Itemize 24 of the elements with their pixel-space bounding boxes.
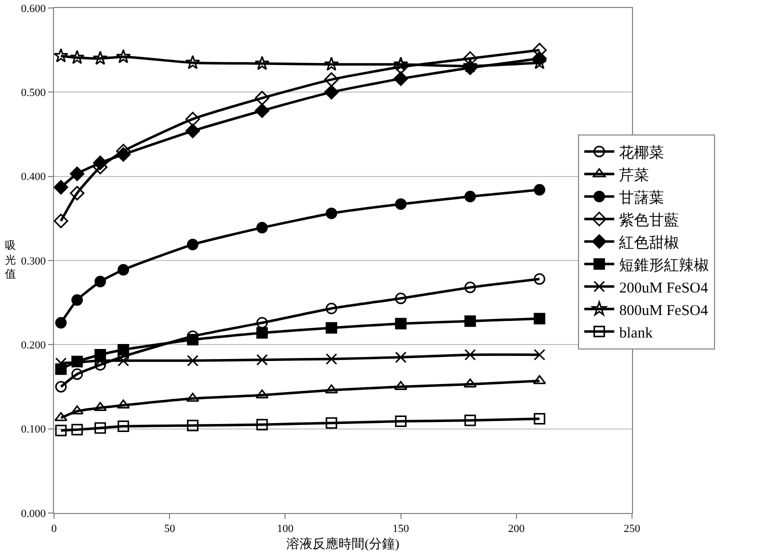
y-tick-label: 0.500 (21, 87, 46, 100)
legend-label: 短錐形紅辣椒 (619, 256, 710, 274)
legend-label: 芹菜 (619, 166, 650, 184)
y-tick-label: 0.600 (21, 2, 46, 15)
y-tick-label: 0.200 (21, 340, 46, 352)
y-tick-label: 0.400 (21, 171, 46, 184)
x-tick-label: 200 (508, 523, 526, 536)
legend-label: 200uM FeSO4 (619, 280, 709, 296)
x-axis-title: 溶液反應時間(分鐘) (286, 536, 400, 551)
y-tick-label: 0.100 (21, 424, 46, 436)
x-tick-label: 150 (392, 523, 410, 536)
legend-label: 花椰菜 (619, 144, 664, 162)
legend-label: 甘藷葉 (619, 189, 664, 206)
legend-label: 紅色甜椒 (619, 234, 680, 252)
x-tick-label: 250 (624, 523, 641, 536)
legend-label: blank (619, 325, 654, 342)
x-tick-label: 0 (51, 523, 58, 536)
legend-label: 紫色甘藍 (619, 212, 680, 229)
x-tick-label: 50 (164, 523, 176, 536)
legend-label: 800uM FeSO4 (619, 302, 709, 319)
y-tick-label: 0.300 (21, 255, 46, 268)
x-tick-label: 100 (276, 523, 294, 536)
y-axis-title: 吸光值 (5, 240, 16, 281)
y-tick-label: 0.000 (21, 508, 46, 520)
